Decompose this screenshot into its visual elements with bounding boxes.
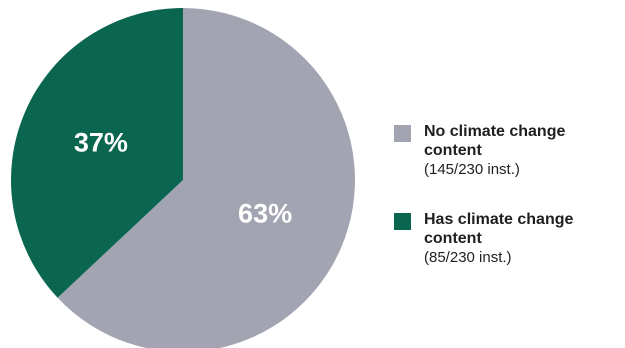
legend-item-no-climate: No climate change content (145/230 inst.… <box>394 122 622 180</box>
slice-no-climate <box>57 8 356 348</box>
legend-label-no-climate: No climate change content <box>424 123 566 159</box>
slice-has-climate <box>11 8 183 298</box>
pie-slices <box>11 8 356 348</box>
legend-item-has-climate: Has climate change content (85/230 inst.… <box>394 210 622 268</box>
slice-label-has-climate: 37% <box>74 128 128 158</box>
legend: No climate change content (145/230 inst.… <box>394 122 622 298</box>
slice-label-no-climate: 63% <box>238 199 292 229</box>
legend-swatch-no-climate <box>394 125 411 142</box>
legend-detail-no-climate: (145/230 inst.) <box>424 161 520 178</box>
legend-detail-has-climate: (85/230 inst.) <box>424 249 512 266</box>
legend-swatch-has-climate <box>394 213 411 230</box>
legend-label-has-climate: Has climate change content <box>424 211 574 247</box>
